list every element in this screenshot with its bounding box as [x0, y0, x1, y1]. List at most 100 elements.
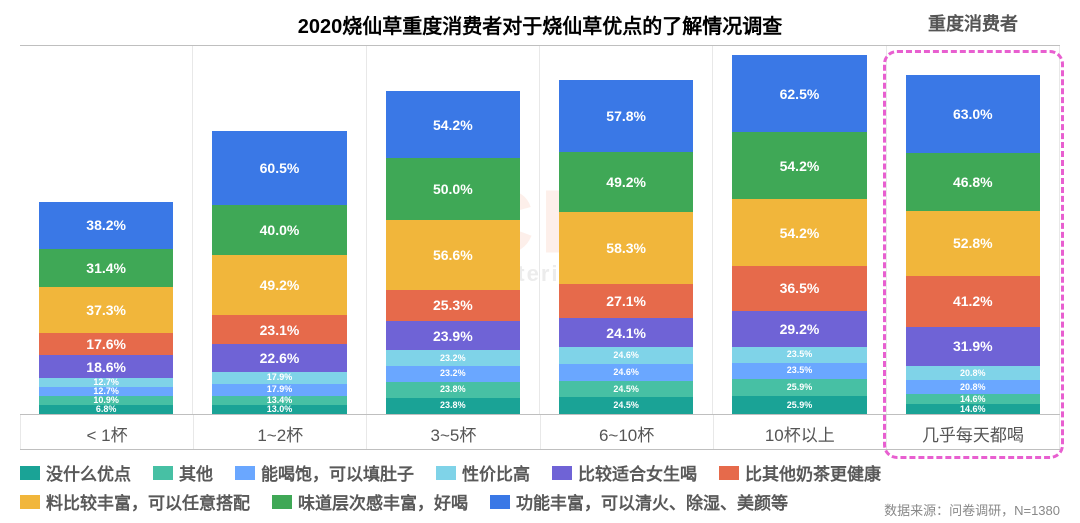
bar-segment: 25.9% — [732, 396, 866, 414]
bar-segment: 22.6% — [212, 344, 346, 372]
bar-stack: 25.9%25.9%23.5%23.5%29.2%36.5%54.2%54.2%… — [732, 55, 866, 414]
bar-segment: 24.5% — [559, 381, 693, 398]
annotation-label: 重度消费者 — [928, 10, 1018, 36]
bar-segment: 10.9% — [39, 396, 173, 405]
bar-segment: 57.8% — [559, 80, 693, 151]
chart-title: 2020烧仙草重度消费者对于烧仙草优点的了解情况调查 — [0, 0, 1080, 39]
bar-segment: 31.9% — [906, 327, 1040, 366]
bar-segment: 20.8% — [906, 366, 1040, 380]
bar-segment: 12.7% — [39, 387, 173, 396]
bar-segment: 24.6% — [559, 364, 693, 381]
x-axis-label: 几乎每天都喝 — [887, 415, 1060, 449]
bar-stack: 23.8%23.8%23.2%23.2%23.9%25.3%56.6%50.0%… — [386, 91, 520, 414]
bar-stack: 13.0%13.4%17.9%17.9%22.6%23.1%49.2%40.0%… — [212, 131, 346, 414]
bar-segment: 23.2% — [386, 350, 520, 366]
bar-column: 13.0%13.4%17.9%17.9%22.6%23.1%49.2%40.0%… — [193, 46, 366, 414]
bar-segment: 62.5% — [732, 55, 866, 132]
bar-segment: 25.9% — [732, 379, 866, 397]
bar-segment: 54.2% — [732, 199, 866, 266]
legend-swatch — [552, 466, 572, 480]
legend-swatch — [272, 495, 292, 509]
legend-item: 料比较丰富，可以任意搭配 — [20, 489, 250, 514]
bar-segment: 52.8% — [906, 211, 1040, 276]
legend-label: 料比较丰富，可以任意搭配 — [46, 489, 250, 514]
bar-segment: 49.2% — [559, 152, 693, 213]
legend-swatch — [490, 495, 510, 509]
bar-segment: 17.9% — [212, 372, 346, 384]
legend-label: 比较适合女生喝 — [578, 460, 697, 485]
bar-segment: 46.8% — [906, 153, 1040, 211]
bar-segment: 18.6% — [39, 355, 173, 378]
legend-swatch — [153, 466, 173, 480]
legend-item: 没什么优点 — [20, 460, 131, 485]
legend-item: 性价比高 — [436, 460, 530, 485]
x-axis-label: 10杯以上 — [714, 415, 887, 449]
bar-segment: 23.5% — [732, 363, 866, 379]
bar-stack: 6.8%10.9%12.7%12.7%18.6%17.6%37.3%31.4%3… — [39, 202, 173, 414]
bar-segment: 56.6% — [386, 220, 520, 290]
bar-segment: 13.4% — [212, 396, 346, 405]
legend-swatch — [235, 466, 255, 480]
legend-swatch — [20, 466, 40, 480]
bar-column: 24.5%24.5%24.6%24.6%24.1%27.1%58.3%49.2%… — [540, 46, 713, 414]
legend-label: 其他 — [179, 460, 213, 485]
legend-label: 能喝饱，可以填肚子 — [261, 460, 414, 485]
x-axis-label: 1~2杯 — [194, 415, 367, 449]
bar-segment: 41.2% — [906, 276, 1040, 327]
bar-segment: 24.1% — [559, 318, 693, 348]
bar-segment: 24.5% — [559, 397, 693, 414]
bar-column: 6.8%10.9%12.7%12.7%18.6%17.6%37.3%31.4%3… — [20, 46, 193, 414]
bar-column: 14.6%14.6%20.8%20.8%31.9%41.2%52.8%46.8%… — [887, 46, 1060, 414]
bar-segment: 27.1% — [559, 284, 693, 317]
bar-segment: 38.2% — [39, 202, 173, 249]
bar-segment: 13.0% — [212, 405, 346, 414]
legend-item: 比其他奶茶更健康 — [719, 460, 881, 485]
bar-segment: 23.1% — [212, 315, 346, 343]
bar-segment: 58.3% — [559, 212, 693, 284]
bar-segment: 31.4% — [39, 249, 173, 288]
bar-segment: 54.2% — [386, 91, 520, 158]
bar-stack: 24.5%24.5%24.6%24.6%24.1%27.1%58.3%49.2%… — [559, 80, 693, 414]
legend-label: 比其他奶茶更健康 — [745, 460, 881, 485]
bar-segment: 6.8% — [39, 405, 173, 414]
legend-label: 功能丰富，可以清火、除湿、美颜等 — [516, 489, 788, 514]
bar-segment: 29.2% — [732, 311, 866, 347]
x-axis-bottom-line — [20, 449, 1060, 450]
x-axis-label: 6~10杯 — [541, 415, 714, 449]
legend-label: 没什么优点 — [46, 460, 131, 485]
bar-segment: 17.6% — [39, 333, 173, 355]
legend-item: 其他 — [153, 460, 213, 485]
bar-segment: 63.0% — [906, 75, 1040, 153]
chart-area: NCBD New Catering Data 6.8%10.9%12.7%12.… — [20, 45, 1060, 415]
bar-stack: 14.6%14.6%20.8%20.8%31.9%41.2%52.8%46.8%… — [906, 75, 1040, 414]
bar-segment: 14.6% — [906, 404, 1040, 414]
bar-segment: 36.5% — [732, 266, 866, 311]
bar-segment: 17.9% — [212, 384, 346, 396]
legend-label: 性价比高 — [462, 460, 530, 485]
legend-swatch — [719, 466, 739, 480]
bar-segment: 40.0% — [212, 205, 346, 254]
bar-segment: 23.9% — [386, 321, 520, 350]
legend-item: 味道层次感丰富，好喝 — [272, 489, 468, 514]
bar-segment: 24.6% — [559, 347, 693, 364]
legend-swatch — [20, 495, 40, 509]
bar-segment: 23.2% — [386, 366, 520, 382]
bar-segment: 12.7% — [39, 378, 173, 387]
bar-segment: 49.2% — [212, 255, 346, 316]
bar-segment: 14.6% — [906, 394, 1040, 404]
legend-item: 功能丰富，可以清火、除湿、美颜等 — [490, 489, 788, 514]
bar-segment: 60.5% — [212, 131, 346, 206]
legend-item: 比较适合女生喝 — [552, 460, 697, 485]
legend-swatch — [436, 466, 456, 480]
bar-segment: 50.0% — [386, 158, 520, 220]
bar-segment: 23.8% — [386, 398, 520, 414]
legend-item: 能喝饱，可以填肚子 — [235, 460, 414, 485]
bar-segment: 37.3% — [39, 287, 173, 333]
x-axis-labels: < 1杯1~2杯3~5杯6~10杯10杯以上几乎每天都喝 — [20, 415, 1060, 449]
x-axis-label: < 1杯 — [20, 415, 194, 449]
bar-segment: 54.2% — [732, 132, 866, 199]
bar-column: 23.8%23.8%23.2%23.2%23.9%25.3%56.6%50.0%… — [367, 46, 540, 414]
x-axis-label: 3~5杯 — [367, 415, 540, 449]
bar-segment: 23.5% — [732, 347, 866, 363]
bar-segment: 25.3% — [386, 290, 520, 321]
